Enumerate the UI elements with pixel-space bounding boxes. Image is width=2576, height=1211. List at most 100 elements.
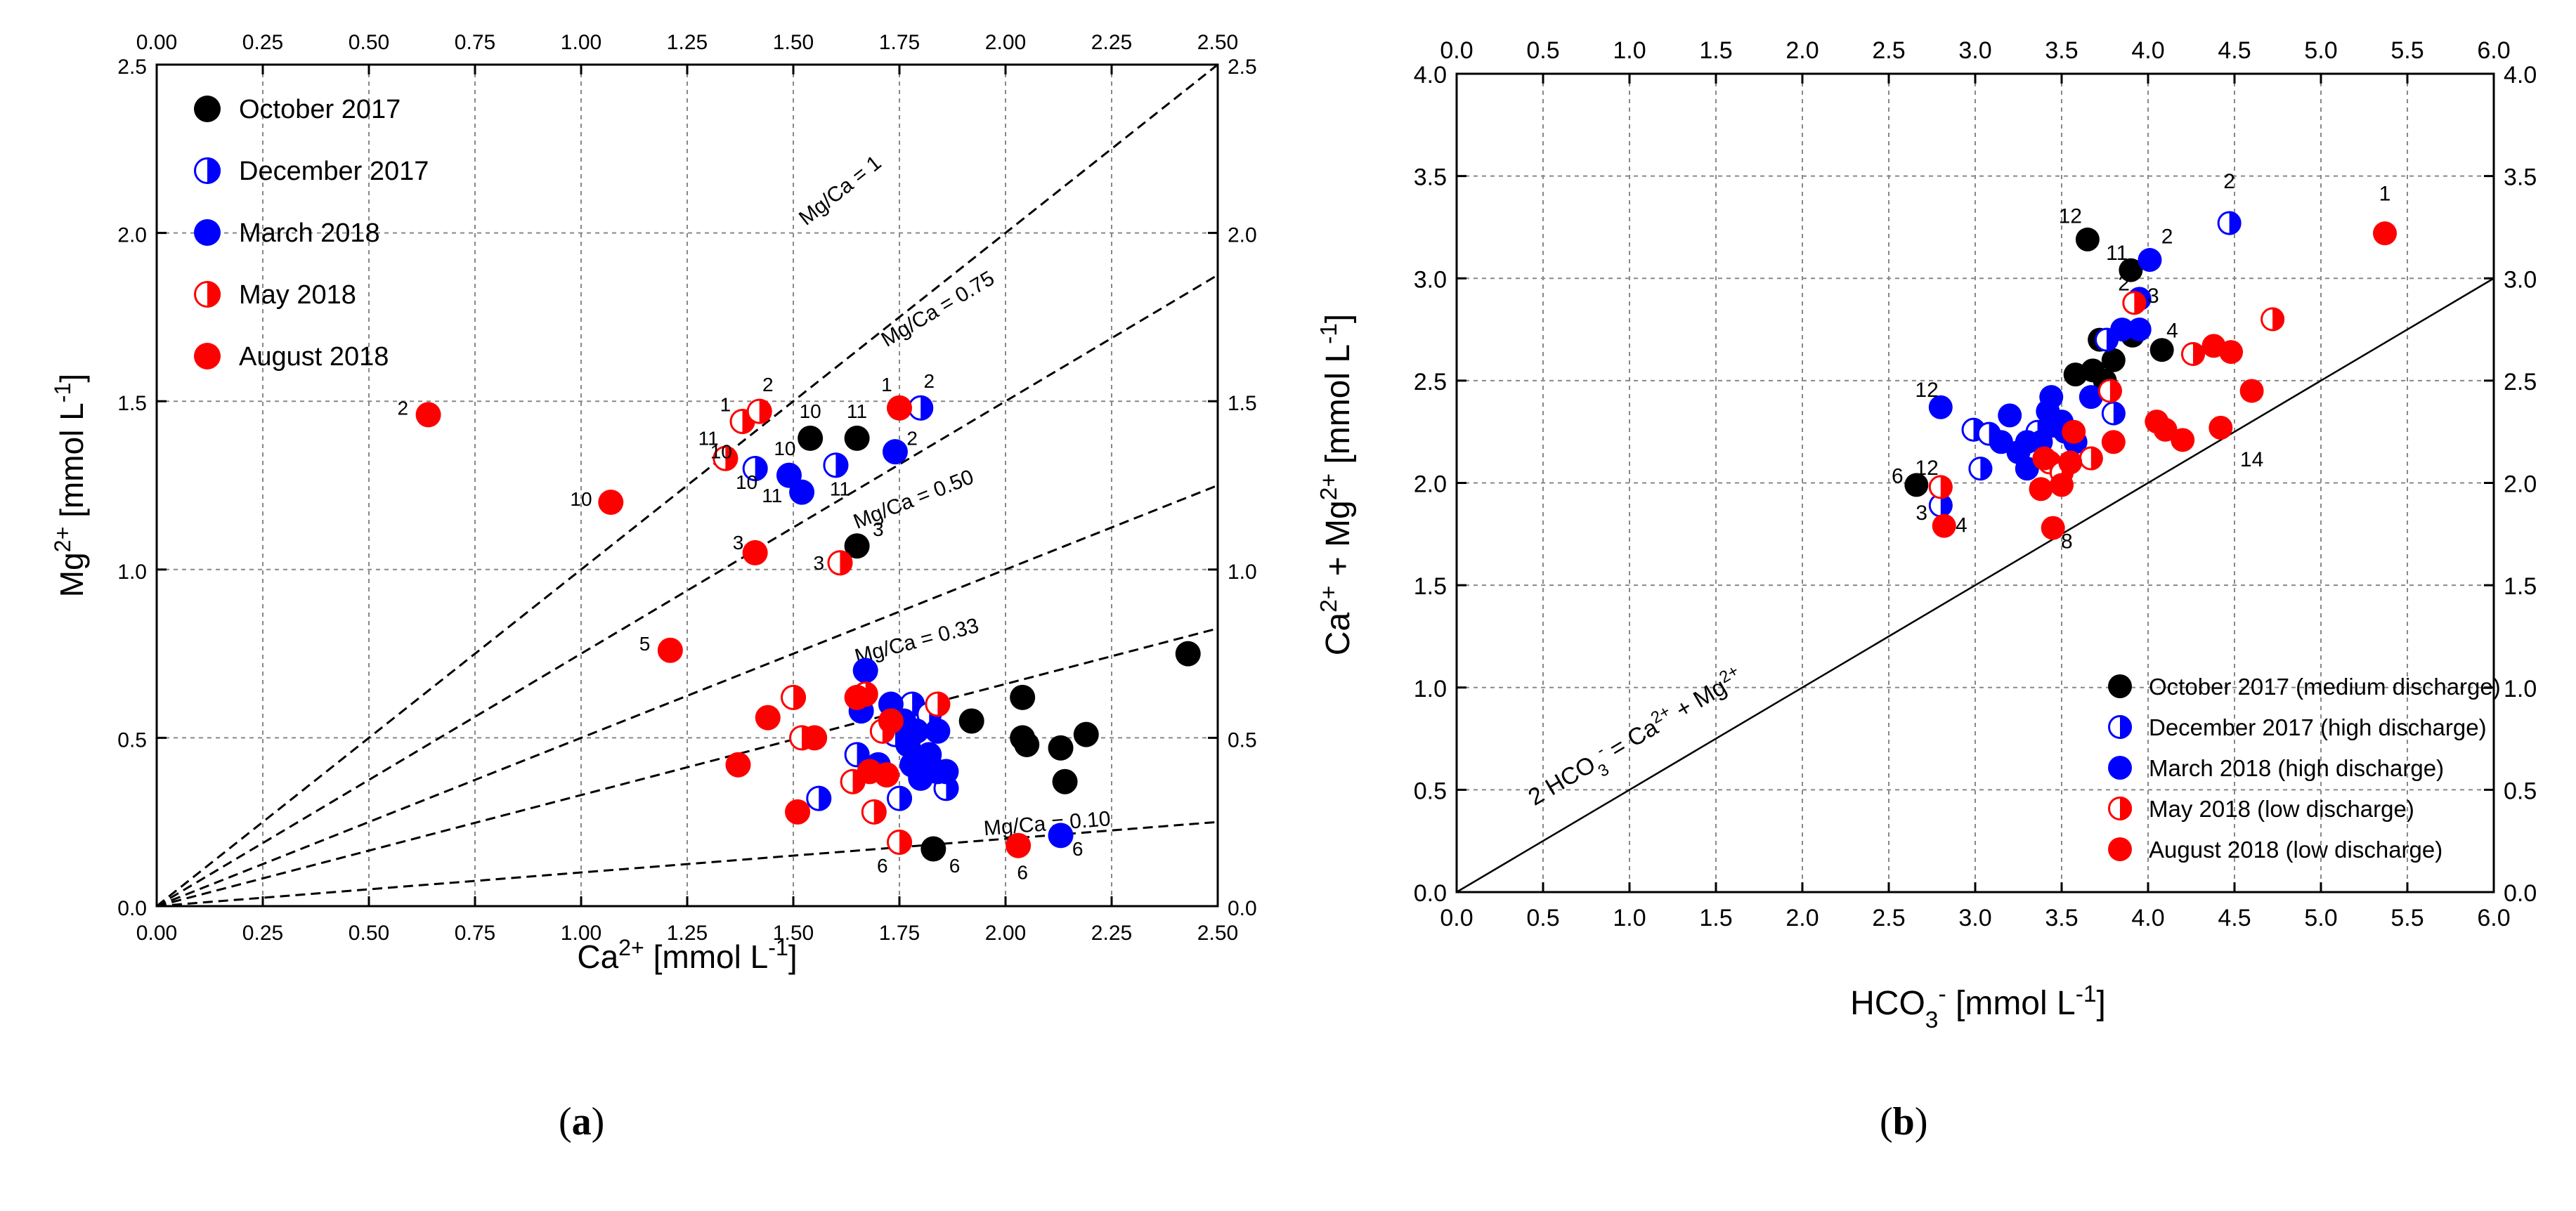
- marker-fill: [2373, 221, 2398, 246]
- marker-half-fill: [2120, 797, 2132, 820]
- x-tick-label-top: 5.0: [2304, 37, 2337, 64]
- x-tick-label-top: 2.25: [1091, 31, 1132, 54]
- data-point: [2127, 318, 2152, 342]
- marker-fill: [1928, 395, 1953, 419]
- point-label: 12: [1915, 379, 1938, 402]
- marker-fill: [882, 439, 908, 465]
- marker-fill: [921, 836, 947, 862]
- marker-fill: [798, 425, 824, 451]
- x-axis-title: Ca2+ [mmol L-1]: [577, 935, 797, 975]
- y-tick-label-right: 0.0: [2504, 880, 2537, 907]
- marker-fill: [2127, 318, 2152, 342]
- data-point: [2075, 227, 2100, 251]
- x-tick-label: 1.25: [667, 922, 708, 945]
- data-point: [2041, 516, 2065, 540]
- marker-fill: [2101, 430, 2126, 454]
- point-label: 2: [2223, 170, 2235, 193]
- x-tick-label: 3.0: [1958, 905, 1991, 931]
- panel-b-chart: 0.00.00.50.51.01.01.51.52.02.02.52.53.03…: [1316, 37, 2537, 1033]
- data-point: [1048, 823, 1074, 849]
- point-label: 11: [847, 400, 867, 422]
- y-tick-label-right: 3.0: [2504, 266, 2537, 293]
- panel-b-label: (b): [1880, 1100, 1928, 1144]
- marker-fill: [789, 479, 815, 505]
- point-label: 11: [698, 427, 719, 449]
- marker-fill: [1006, 832, 1032, 858]
- marker-half-fill: [207, 281, 221, 308]
- point-label: 3: [873, 518, 884, 540]
- marker-half-fill: [1980, 457, 1993, 481]
- marker-fill: [2239, 379, 2264, 403]
- point-label: 2: [762, 374, 774, 395]
- x-tick-label-top: 4.5: [2218, 37, 2251, 64]
- panel-a-chart: 0.000.000.250.250.500.500.750.751.001.00…: [50, 31, 1257, 975]
- data-point: [415, 402, 441, 428]
- marker-fill: [852, 657, 878, 683]
- marker-fill: [887, 395, 912, 421]
- marker-half-fill: [873, 799, 887, 825]
- legend-marker: [2108, 756, 2132, 780]
- marker-fill: [933, 759, 959, 785]
- data-point: [2217, 211, 2242, 235]
- data-point: [746, 398, 772, 424]
- y-tick-label-right: 0.5: [2504, 778, 2537, 804]
- data-point: [2039, 385, 2064, 410]
- x-tick-label: 2.50: [1197, 922, 1238, 945]
- data-point: [1989, 430, 2013, 454]
- marker-half-fill: [2192, 342, 2205, 367]
- marker-fill: [873, 762, 899, 788]
- data-point: [598, 489, 624, 515]
- marker-fill: [2058, 450, 2083, 475]
- marker-fill: [2110, 318, 2135, 342]
- data-point: [2209, 415, 2233, 440]
- data-point: [1904, 473, 1929, 497]
- data-point: [887, 785, 912, 811]
- x-tick-label: 4.5: [2218, 905, 2251, 931]
- y-tick-label-right: 1.0: [2504, 676, 2537, 702]
- y-tick-label: 0.0: [117, 897, 147, 920]
- data-point: [1928, 395, 1953, 419]
- marker-fill: [2153, 417, 2178, 442]
- data-point: [852, 657, 878, 683]
- x-tick-label-top: 1.0: [1613, 37, 1646, 64]
- data-point: [904, 718, 930, 744]
- data-point: [2119, 258, 2143, 282]
- marker-fill: [194, 96, 221, 122]
- x-tick-label-top: 2.00: [985, 31, 1026, 54]
- x-tick-label: 1.5: [1699, 905, 1732, 931]
- data-point: [806, 785, 832, 811]
- legend-label: October 2017 (medium discharge): [2149, 674, 2501, 700]
- data-point: [1010, 684, 1036, 710]
- point-label: 3: [733, 532, 744, 554]
- x-axis-title: HCO3- [mmol L-1]: [1850, 981, 2106, 1033]
- data-point: [2101, 401, 2126, 426]
- marker-fill: [1175, 641, 1201, 667]
- marker-half-fill: [819, 785, 832, 811]
- data-point: [1006, 832, 1032, 858]
- y-tick-label: 1.0: [1414, 676, 1447, 702]
- marker-half-fill: [835, 452, 849, 478]
- x-tick-label: 3.5: [2045, 905, 2078, 931]
- x-tick-label: 0.0: [1440, 905, 1473, 931]
- point-label: 2: [923, 370, 935, 392]
- data-point: [1014, 731, 1040, 757]
- data-point: [713, 445, 739, 471]
- point-label: 11: [830, 478, 850, 499]
- data-point: [2180, 342, 2205, 367]
- data-point: [742, 539, 768, 565]
- ratio-lines: [157, 65, 1218, 906]
- point-label: 3: [813, 552, 824, 574]
- marker-fill: [1932, 513, 1956, 538]
- x-tick-label: 6.0: [2477, 905, 2510, 931]
- data-point: [887, 395, 912, 421]
- data-point: [2032, 446, 2057, 471]
- data-point: [2149, 338, 2174, 362]
- point-label: 2: [2161, 225, 2173, 249]
- y-tick-label-right: 2.0: [1228, 224, 1257, 247]
- x-tick-label-top: 0.5: [1526, 37, 1559, 64]
- data-point: [873, 762, 899, 788]
- y-tick-label: 4.0: [1414, 62, 1447, 89]
- legend-label: March 2018: [239, 218, 380, 248]
- panel-a-label: (a): [559, 1100, 605, 1144]
- point-label: 14: [2240, 448, 2263, 471]
